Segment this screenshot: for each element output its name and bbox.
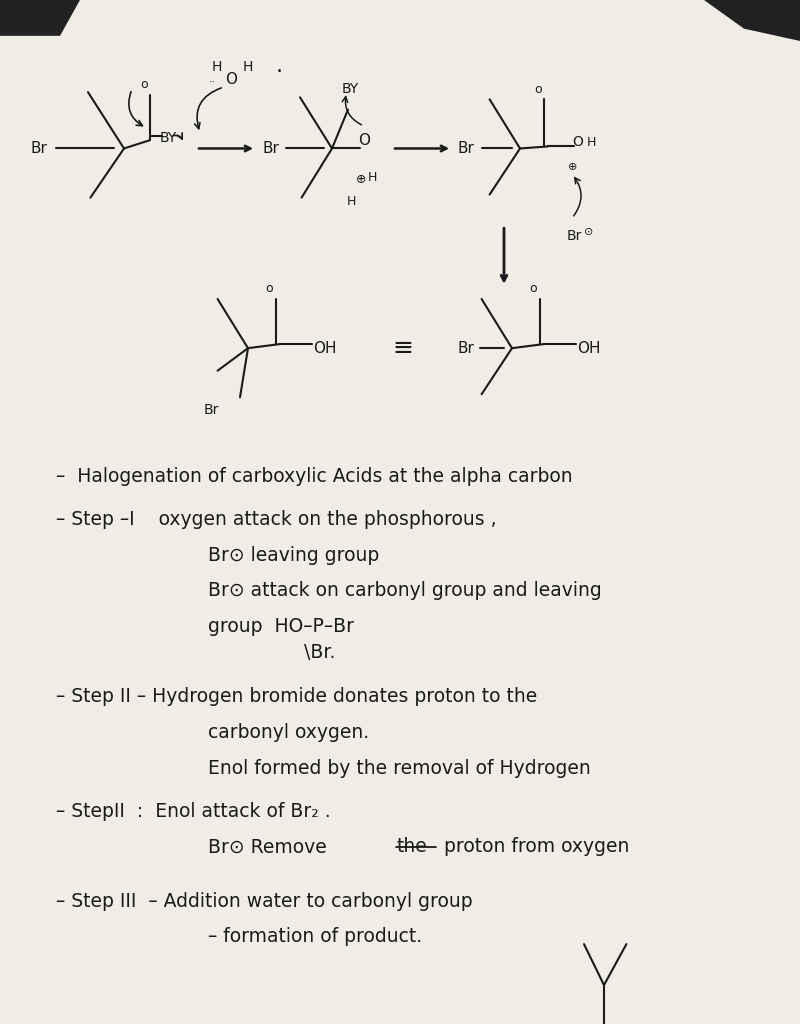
- Text: – Step II – Hydrogen bromide donates proton to the: – Step II – Hydrogen bromide donates pro…: [56, 687, 538, 706]
- Text: – formation of product.: – formation of product.: [208, 928, 422, 946]
- Polygon shape: [704, 0, 800, 41]
- Text: ≡: ≡: [392, 336, 413, 360]
- Text: Enol formed by the removal of Hydrogen: Enol formed by the removal of Hydrogen: [208, 759, 590, 777]
- Text: –  Halogenation of carboxylic Acids at the alpha carbon: – Halogenation of carboxylic Acids at th…: [56, 467, 573, 485]
- Text: o: o: [534, 83, 542, 95]
- Text: BY: BY: [342, 82, 359, 96]
- Text: O: O: [358, 133, 370, 147]
- Text: OH: OH: [314, 341, 337, 355]
- Text: ⊕: ⊕: [356, 173, 366, 185]
- Text: Br⊙ attack on carbonyl group and leaving: Br⊙ attack on carbonyl group and leaving: [208, 582, 602, 600]
- Text: Br: Br: [458, 341, 474, 355]
- Text: H: H: [242, 59, 253, 74]
- Text: o: o: [140, 79, 148, 91]
- Text: ⊕: ⊕: [568, 162, 578, 172]
- Text: OH: OH: [578, 341, 601, 355]
- Text: H: H: [212, 59, 222, 74]
- Text: Br: Br: [566, 228, 582, 243]
- Text: Br: Br: [204, 402, 219, 417]
- Text: o: o: [266, 283, 274, 295]
- Text: \Br.: \Br.: [304, 643, 335, 662]
- Text: o: o: [530, 283, 538, 295]
- Text: O: O: [226, 73, 238, 87]
- Text: group  HO–P–Br: group HO–P–Br: [208, 617, 354, 636]
- Text: O: O: [572, 135, 583, 150]
- Text: proton from oxygen: proton from oxygen: [438, 838, 629, 856]
- Text: BY: BY: [160, 131, 178, 145]
- Text: Br: Br: [458, 141, 474, 156]
- Text: ··: ··: [209, 77, 216, 87]
- Text: ·: ·: [276, 61, 283, 82]
- Text: – Step –I    oxygen attack on the phosphorous ,: – Step –I oxygen attack on the phosphoro…: [56, 510, 497, 528]
- Text: Br: Br: [30, 141, 47, 156]
- Text: Br⊙ leaving group: Br⊙ leaving group: [208, 546, 379, 564]
- Text: H: H: [346, 196, 356, 208]
- Text: – Step III  – Addition water to carbonyl group: – Step III – Addition water to carbonyl …: [56, 892, 473, 910]
- Text: carbonyl oxygen.: carbonyl oxygen.: [208, 723, 369, 741]
- Text: H: H: [586, 136, 596, 148]
- Text: Br⊙ Remove: Br⊙ Remove: [208, 838, 333, 856]
- Text: ⊙: ⊙: [584, 227, 594, 238]
- Text: the: the: [397, 838, 427, 856]
- Text: H: H: [368, 171, 378, 183]
- Text: Br: Br: [262, 141, 279, 156]
- Text: – StepII  :  Enol attack of Br₂ .: – StepII : Enol attack of Br₂ .: [56, 802, 330, 820]
- Polygon shape: [0, 0, 80, 36]
